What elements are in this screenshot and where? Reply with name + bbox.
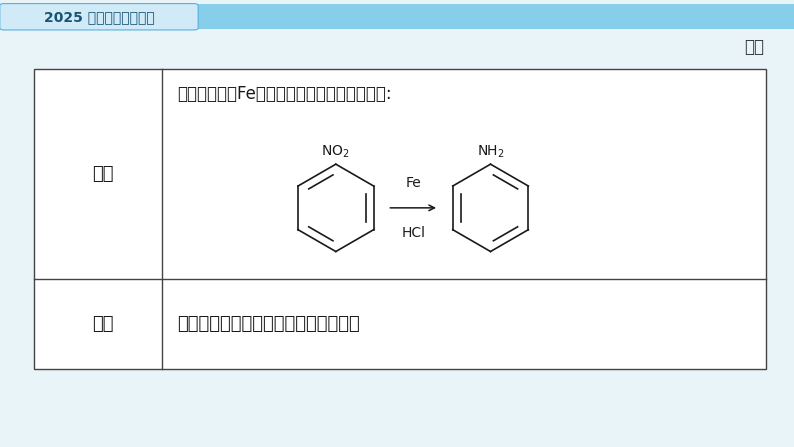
FancyBboxPatch shape	[0, 4, 198, 30]
Text: 在酸性条件、Fe催化下，硝基苯被还原为苯胺:: 在酸性条件、Fe催化下，硝基苯被还原为苯胺:	[178, 85, 392, 103]
Text: 续表: 续表	[744, 38, 764, 56]
Text: 2025 高考一轮复习用书: 2025 高考一轮复习用书	[44, 10, 154, 24]
Text: 硝基: 硝基	[92, 165, 114, 183]
Text: HCl: HCl	[401, 226, 425, 240]
Text: NH$_2$: NH$_2$	[476, 143, 504, 160]
Text: Fe: Fe	[405, 176, 421, 190]
Bar	[34, 69, 766, 369]
Text: 成肽反应、取代反应、与酸反应生成盐: 成肽反应、取代反应、与酸反应生成盐	[178, 315, 360, 333]
Text: NO$_2$: NO$_2$	[322, 143, 350, 160]
Text: 氨基: 氨基	[92, 315, 114, 333]
FancyBboxPatch shape	[1, 4, 794, 29]
